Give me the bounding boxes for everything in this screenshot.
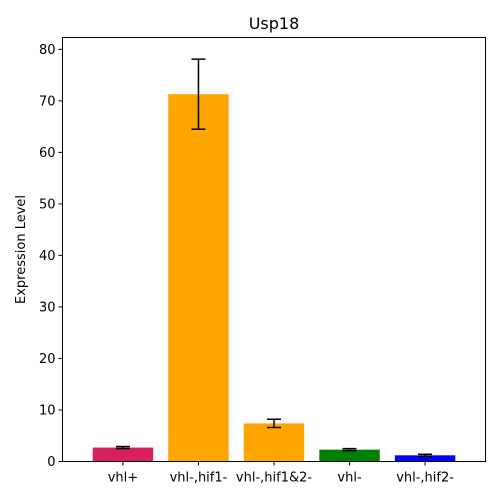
y-tick-label: 0 <box>47 455 55 470</box>
y-tick-label: 40 <box>39 249 56 264</box>
y-tick-label: 70 <box>39 94 56 109</box>
bar <box>394 455 456 462</box>
x-tick-label: vhl- <box>337 471 362 486</box>
x-tick-label: vhl+ <box>108 471 138 486</box>
plot-frame <box>62 37 486 462</box>
y-tick-label: 50 <box>39 197 56 212</box>
chart-title: Usp18 <box>249 14 300 33</box>
y-axis-label: Expression Level <box>14 195 29 304</box>
y-tick-label: 20 <box>39 352 56 367</box>
x-tick-label: vhl-,hif2- <box>396 471 454 486</box>
y-axis: 0 10 20 30 40 50 60 70 80 <box>39 43 63 470</box>
x-tick-label: vhl-,hif1- <box>170 471 228 486</box>
x-tick-label: vhl-,hif1&2- <box>236 471 312 486</box>
error-bars-group <box>115 58 433 458</box>
bar <box>243 423 305 462</box>
y-tick-label: 10 <box>39 403 56 418</box>
bars-group <box>92 94 456 462</box>
x-axis: vhl+ vhl-,hif1- vhl-,hif1&2- vhl-vhl-,hif2- <box>108 461 454 486</box>
bar <box>168 94 229 462</box>
y-tick-label: 80 <box>39 43 56 58</box>
y-tick-label: 30 <box>39 300 56 315</box>
bar <box>319 449 380 462</box>
y-tick-label: 60 <box>39 146 56 161</box>
bar <box>92 447 154 462</box>
